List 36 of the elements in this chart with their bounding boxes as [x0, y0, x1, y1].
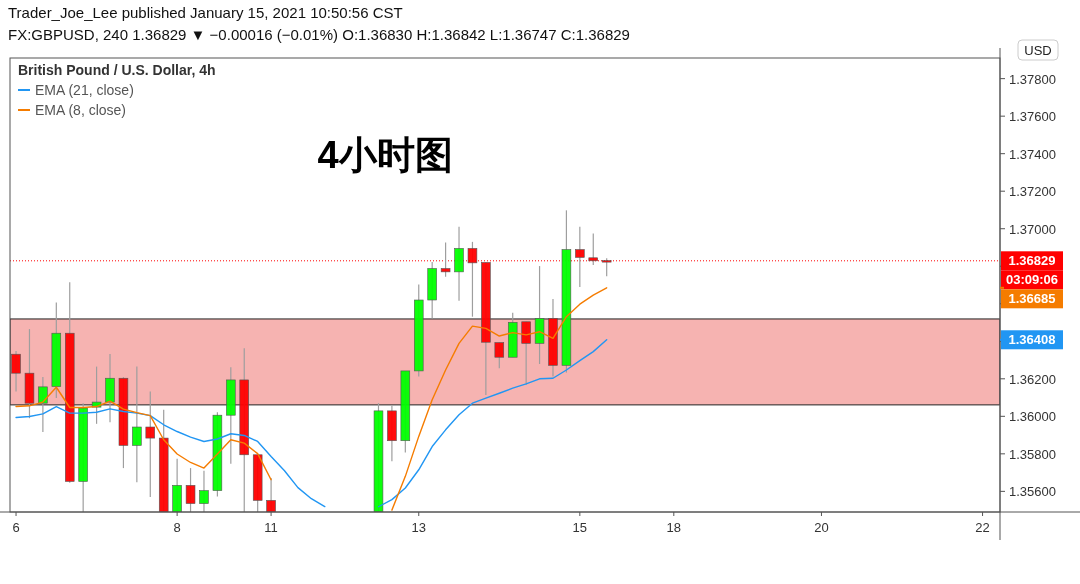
y-tick-label: 1.35600 — [1009, 484, 1056, 500]
y-tick-label: 1.35800 — [1009, 446, 1056, 462]
candlestick — [521, 321, 531, 386]
text: 1.36408 — [1008, 332, 1056, 348]
x-tick-label: 11 — [264, 520, 278, 535]
x-tick-label: 20 — [814, 520, 829, 535]
candlestick — [145, 390, 156, 498]
legend-label: EMA (21, close) — [35, 82, 134, 98]
x-tick-label: 18 — [666, 520, 682, 535]
y-tick-label: 1.37600 — [1009, 109, 1056, 125]
text: Trader_Joe_Lee published January 15, 2021 10:50:56 CST — [8, 4, 403, 21]
candlestick — [132, 366, 142, 483]
y-tick-label: 1.37000 — [1009, 221, 1056, 237]
x-tick-label: 15 — [572, 520, 588, 535]
candlestick — [494, 341, 505, 369]
y-tick-label: 1.37800 — [1009, 71, 1056, 87]
y-tick-label: 1.36200 — [1009, 371, 1056, 387]
y-tick-label: 1.37400 — [1009, 146, 1056, 162]
candlestick — [454, 226, 464, 302]
x-tick-label: 22 — [975, 520, 990, 535]
candlestick — [38, 376, 48, 433]
ref-line-label: 1.36829 — [1008, 253, 1056, 269]
x-tick-label: 8 — [173, 520, 181, 535]
legend-title: British Pound / U.S. Dollar, 4h — [18, 62, 216, 78]
y-tick-label: 1.37200 — [1009, 184, 1056, 200]
x-tick-label: 13 — [411, 520, 426, 535]
candlestick — [105, 353, 115, 423]
text: FX:GBPUSD, 240 1.36829 ▼ −0.00016 (−0.01%) O:1.36830 H:1.36842 L:1.36747 C:1.36829 — [8, 26, 630, 43]
x-tick-label: 6 — [12, 520, 20, 535]
text: 03:09:06 — [1005, 272, 1059, 288]
legend-label: EMA (8, close) — [35, 102, 127, 118]
candlestick — [440, 241, 451, 278]
text: USD — [1024, 43, 1052, 58]
y-tick-label: 1.36000 — [1009, 409, 1056, 425]
text: 1.36685 — [1008, 291, 1056, 307]
text: 4小时图 — [317, 134, 453, 176]
